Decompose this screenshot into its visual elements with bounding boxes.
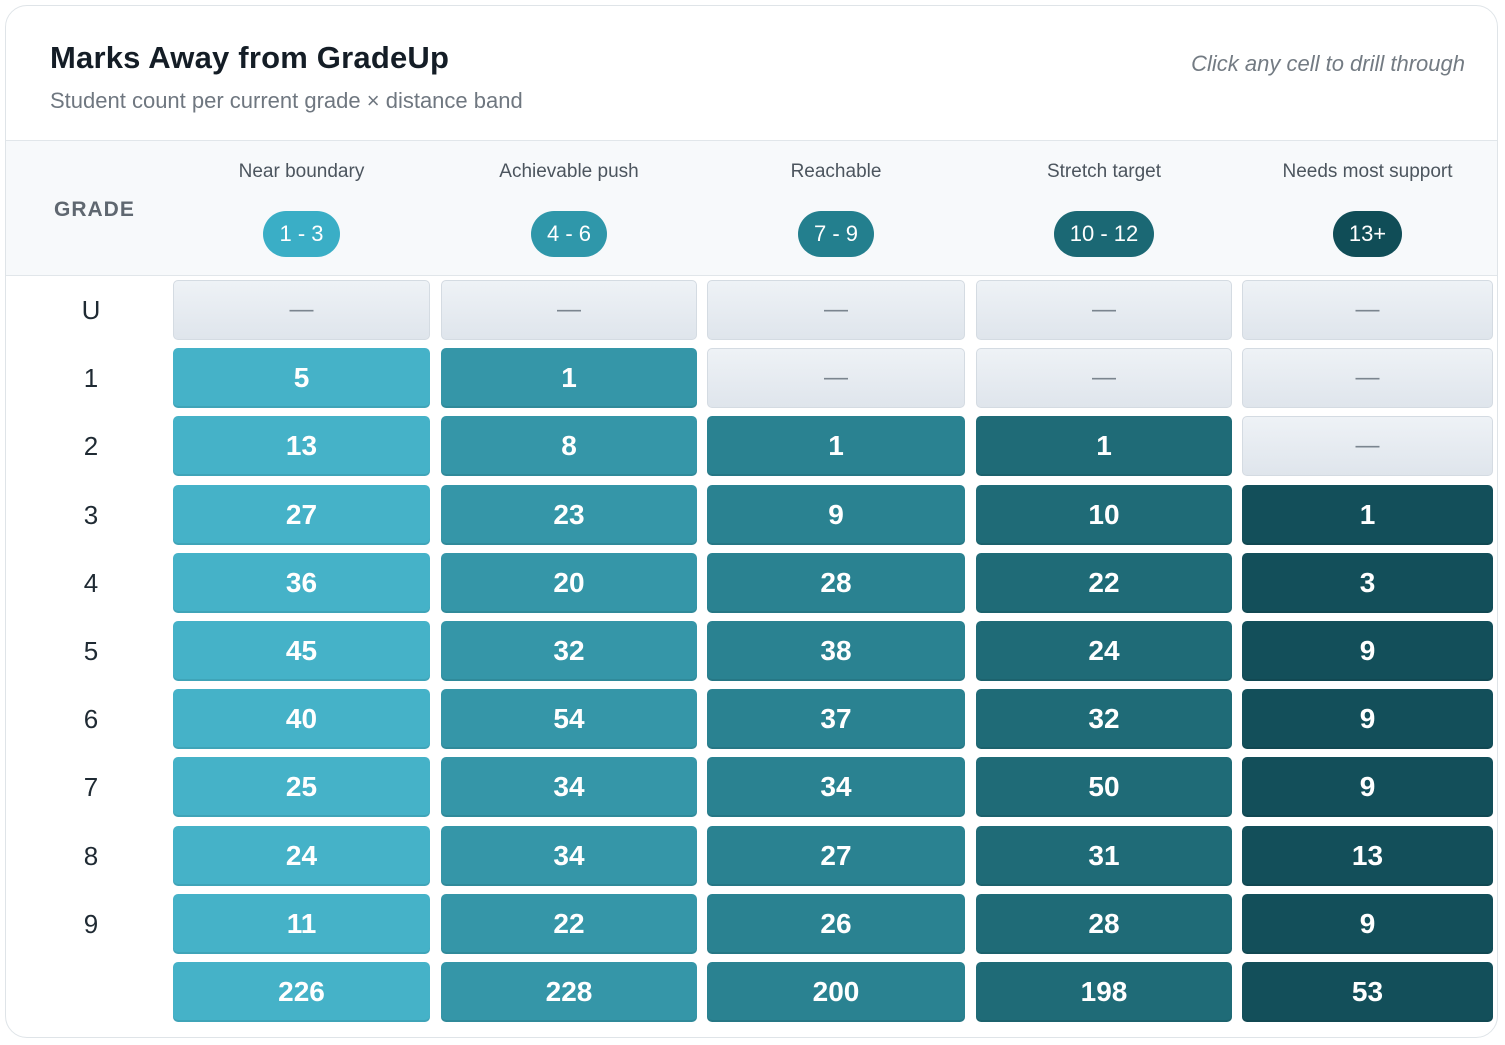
row-label-grade-5: 5 (83, 636, 99, 666)
total-cell-band-1[interactable]: 226 (173, 962, 430, 1022)
cell-grade-9-band-3[interactable]: 26 (707, 893, 965, 954)
row-label-grade-9: 9 (83, 908, 99, 939)
row-label-grade-7: 7 (83, 772, 99, 803)
cell-grade-1-band-4[interactable]: — (976, 348, 1232, 409)
row-label-grade-U: U (81, 295, 101, 325)
band-range-badge[interactable]: 7 - 9 (797, 211, 875, 257)
cell-grade-4-band-1[interactable]: 36 (173, 552, 430, 613)
cell-grade-U-band-4[interactable]: — (976, 280, 1232, 340)
cell-grade-8-band-2[interactable]: 34 (441, 825, 697, 886)
grade-column-header: GRADE (54, 198, 135, 221)
cell-grade-5-band-2[interactable]: 32 (441, 621, 697, 681)
cell-grade-6-band-2[interactable]: 54 (441, 689, 697, 750)
cell-grade-5-band-4[interactable]: 24 (976, 621, 1232, 681)
cell-grade-3-band-3[interactable]: 9 (707, 484, 965, 545)
band-header-1: Near boundary 1 - 3 (182, 161, 422, 257)
cell-grade-8-band-4[interactable]: 31 (976, 825, 1232, 886)
cell-grade-9-band-5[interactable]: 9 (1242, 893, 1493, 954)
cell-grade-U-band-1[interactable]: — (173, 280, 430, 340)
cell-grade-U-band-3[interactable]: — (707, 280, 965, 340)
cell-grade-2-band-3[interactable]: 1 (707, 416, 965, 477)
cell-grade-6-band-4[interactable]: 32 (976, 689, 1232, 750)
band-name: Needs most support (1282, 161, 1453, 182)
column-header-band (6, 140, 1497, 276)
total-cell-band-2[interactable]: 228 (441, 962, 697, 1022)
total-cell-band-3[interactable]: 200 (707, 962, 965, 1022)
band-header-3: Reachable 7 - 9 (716, 161, 956, 257)
cell-grade-9-band-4[interactable]: 28 (976, 893, 1232, 954)
cell-grade-2-band-4[interactable]: 1 (976, 416, 1232, 477)
band-range-badge[interactable]: 13+ (1332, 211, 1403, 257)
row-label-grade-6: 6 (83, 704, 99, 735)
row-label-grade-3: 3 (83, 499, 99, 530)
cell-grade-5-band-3[interactable]: 38 (707, 621, 965, 681)
cell-grade-7-band-2[interactable]: 34 (441, 757, 697, 818)
cell-grade-1-band-3[interactable]: — (707, 348, 965, 409)
cell-grade-6-band-5[interactable]: 9 (1242, 689, 1493, 750)
cell-grade-8-band-1[interactable]: 24 (173, 825, 430, 886)
band-header-2: Achievable push 4 - 6 (449, 161, 689, 257)
band-header-4: Stretch target 10 - 12 (984, 161, 1224, 257)
row-label-grade-1: 1 (83, 363, 99, 394)
cell-grade-3-band-2[interactable]: 23 (441, 484, 697, 545)
cell-grade-1-band-5[interactable]: — (1242, 348, 1493, 409)
cell-grade-3-band-5[interactable]: 1 (1242, 484, 1493, 545)
cell-grade-8-band-3[interactable]: 27 (707, 825, 965, 886)
cell-grade-8-band-5[interactable]: 13 (1242, 825, 1493, 886)
total-cell-band-5[interactable]: 53 (1242, 962, 1493, 1022)
cell-grade-3-band-1[interactable]: 27 (173, 484, 430, 545)
cell-grade-9-band-2[interactable]: 22 (441, 893, 697, 954)
band-range-badge[interactable]: 1 - 3 (263, 211, 340, 257)
cell-grade-4-band-5[interactable]: 3 (1242, 552, 1493, 613)
cell-grade-7-band-1[interactable]: 25 (173, 757, 430, 818)
cell-grade-2-band-1[interactable]: 13 (173, 416, 430, 477)
row-label-grade-2: 2 (83, 431, 99, 462)
cell-grade-5-band-1[interactable]: 45 (173, 621, 430, 681)
row-label-grade-8: 8 (83, 840, 99, 871)
band-name: Stretch target (1046, 161, 1162, 182)
cell-grade-9-band-1[interactable]: 11 (173, 893, 430, 954)
cell-grade-7-band-4[interactable]: 50 (976, 757, 1232, 818)
cell-grade-7-band-5[interactable]: 9 (1242, 757, 1493, 818)
cell-grade-U-band-2[interactable]: — (441, 280, 697, 340)
band-name: Near boundary (238, 161, 365, 182)
band-range-badge[interactable]: 10 - 12 (1053, 211, 1155, 257)
page-title: Marks Away from GradeUp (50, 40, 450, 75)
heatmap-card: Marks Away from GradeUp Student count pe… (5, 5, 1498, 1038)
cell-grade-4-band-4[interactable]: 22 (976, 552, 1232, 613)
band-name: Reachable (790, 161, 882, 182)
cell-grade-6-band-1[interactable]: 40 (173, 689, 430, 750)
page-subtitle: Student count per current grade × distan… (50, 88, 523, 113)
total-cell-band-4[interactable]: 198 (976, 962, 1232, 1022)
cell-grade-3-band-4[interactable]: 10 (976, 484, 1232, 545)
band-range-badge[interactable]: 4 - 6 (530, 211, 608, 257)
cell-grade-1-band-2[interactable]: 1 (441, 348, 697, 409)
cell-grade-6-band-3[interactable]: 37 (707, 689, 965, 750)
cell-grade-4-band-2[interactable]: 20 (441, 552, 697, 613)
cell-grade-7-band-3[interactable]: 34 (707, 757, 965, 818)
band-header-5: Needs most support 13+ (1248, 161, 1488, 257)
band-name: Achievable push (499, 161, 639, 182)
cell-grade-5-band-5[interactable]: 9 (1242, 621, 1493, 681)
cell-grade-4-band-3[interactable]: 28 (707, 552, 965, 613)
cell-grade-1-band-1[interactable]: 5 (173, 348, 430, 409)
cell-grade-U-band-5[interactable]: — (1242, 280, 1493, 340)
cell-grade-2-band-5[interactable]: — (1242, 416, 1493, 477)
row-label-grade-4: 4 (83, 567, 99, 598)
cell-grade-2-band-2[interactable]: 8 (441, 416, 697, 477)
drill-through-hint: Click any cell to drill through (1191, 51, 1465, 76)
